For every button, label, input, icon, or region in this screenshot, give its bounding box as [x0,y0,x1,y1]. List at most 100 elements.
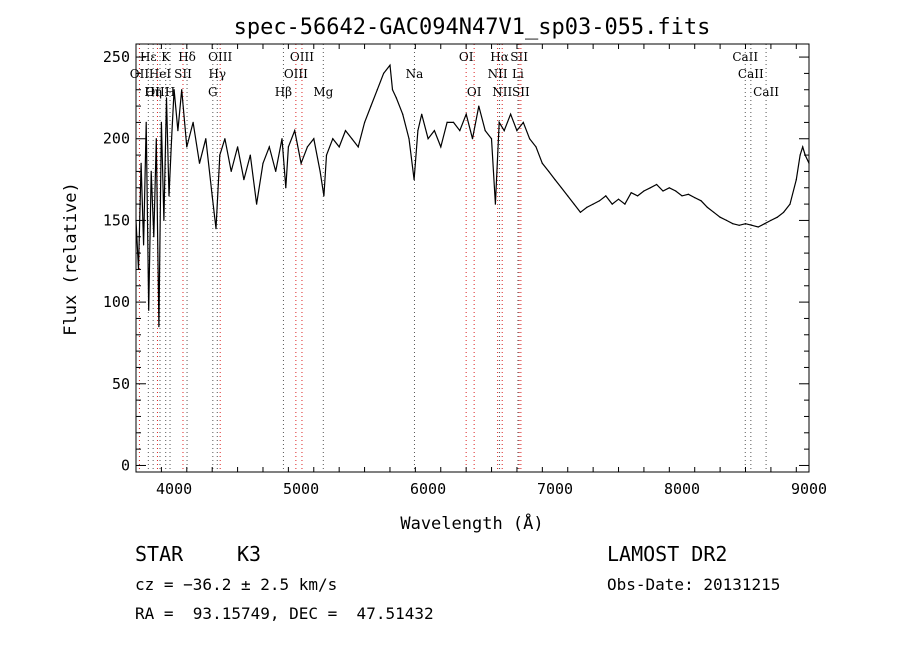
x-tick-label-9000: 9000 [791,480,827,498]
data-point-93 [624,203,626,205]
marker-label-14: Na [406,67,424,81]
series-group [135,63,810,328]
y-axis: 0 50 100 150 200 250 [103,48,809,474]
data-point-19 [192,121,194,123]
data-point-60 [421,113,423,115]
y-axis-label: Flux (relative) [61,182,81,336]
data-point-97 [649,187,651,189]
data-point-39 [306,146,308,148]
data-point-117 [776,216,778,218]
data-point-21 [205,138,207,140]
data-point-118 [783,211,785,213]
data-point-84 [567,195,569,197]
data-point-38 [300,162,302,164]
marker-label-27: CaII [753,85,779,99]
data-point-79 [535,146,537,148]
marker-label-4: OIII [290,50,314,64]
data-point-26 [230,170,232,172]
x-tick-label-5000: 5000 [283,480,319,498]
x-tick-label-6000: 6000 [410,480,446,498]
marker-label-15: NII [488,67,508,81]
y-tick-label-200: 200 [103,130,130,148]
data-point-9 [158,326,160,328]
series-line-0 [135,63,810,327]
marker-label-11: SII [174,67,192,81]
data-point-33 [275,170,277,172]
data-point-8 [155,138,157,140]
data-point-78 [529,138,531,140]
data-point-102 [681,195,683,197]
y-tick-label-0: 0 [121,456,130,474]
data-point-112 [744,223,747,225]
marker-label-7: SII [510,50,528,64]
data-point-73 [498,121,500,123]
marker-label-22: Hβ [275,85,292,99]
data-point-44 [332,138,334,140]
x-tick-label-8000: 8000 [664,480,700,498]
data-point-36 [287,146,289,148]
data-point-52 [383,72,385,74]
marker-label-20: H [165,85,175,99]
data-point-42 [323,195,325,197]
data-point-27 [237,146,239,148]
marker-label-5: OI [459,50,474,64]
data-point-86 [579,211,582,213]
data-point-81 [548,170,550,172]
x-axis: 4000 5000 6000 7000 8000 9000 [135,44,827,498]
data-point-29 [249,154,251,156]
y-tick-label-250: 250 [103,48,130,66]
coordinates-text: RA = 93.15749, DEC = 47.51432 [135,604,434,623]
data-point-74 [503,130,505,132]
data-point-119 [789,203,791,205]
data-point-25 [224,138,226,140]
data-point-6 [150,170,152,172]
data-point-71 [490,138,493,140]
data-point-68 [471,138,474,140]
x-axis-label: Wavelength (Å) [400,512,543,534]
data-point-2 [140,162,142,164]
x-tick-label-4000: 4000 [156,480,192,498]
data-point-28 [243,179,245,181]
redshift-text: cz = −36.2 ± 2.5 km/s [135,575,338,594]
data-point-22 [211,195,213,197]
data-point-107 [713,211,715,213]
data-point-57 [408,138,410,140]
data-point-40 [313,138,315,140]
data-point-89 [598,200,601,202]
marker-label-3: OIII [208,50,232,64]
data-point-45 [338,146,340,148]
marker-label-2: Hδ [178,50,196,64]
data-point-110 [732,223,734,225]
data-point-49 [364,121,366,123]
data-point-99 [662,190,664,192]
y-tick-label-150: 150 [103,211,130,229]
data-point-7 [153,236,155,238]
data-point-4 [145,121,147,123]
data-point-62 [433,130,435,132]
data-point-11 [163,219,165,221]
marker-label-24: OI [467,85,482,99]
data-point-5 [148,309,150,311]
data-point-51 [376,89,378,91]
data-point-85 [573,203,575,205]
marker-label-26: SII [512,85,530,99]
data-point-13 [168,195,170,197]
plot-frame [135,43,810,473]
marker-label-12: Hγ [208,67,226,81]
data-point-103 [687,193,690,195]
data-point-35 [285,187,287,189]
marker-label-21: G [208,85,218,99]
data-point-121 [799,154,801,156]
chart-title: spec-56642-GAC094N47V1_sp03-055.fits [234,15,711,40]
data-point-63 [440,146,442,148]
data-point-95 [637,195,639,197]
data-point-46 [344,130,347,132]
data-point-82 [554,179,556,181]
data-point-76 [516,130,518,132]
data-point-96 [643,190,645,192]
data-point-47 [351,138,353,140]
data-point-32 [268,146,270,148]
data-point-114 [757,226,759,228]
